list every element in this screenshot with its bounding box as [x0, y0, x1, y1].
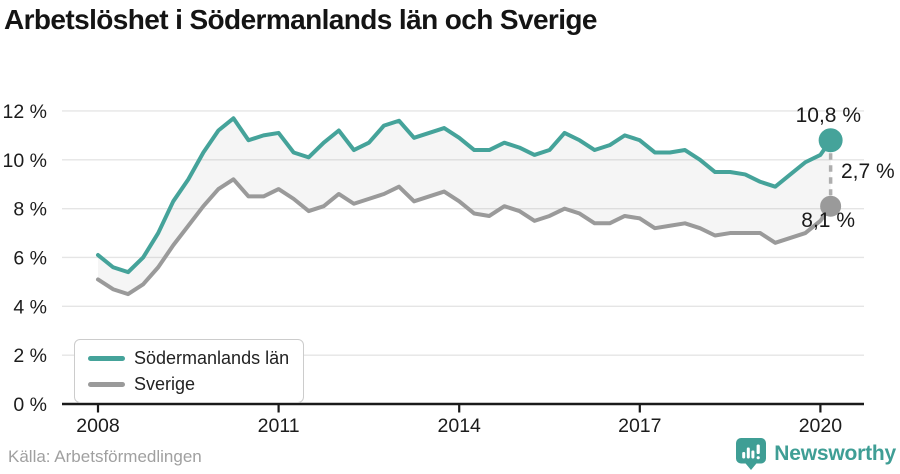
x-axis-label: 2017 — [618, 415, 661, 437]
legend-item-sodermanland: Södermanlands län — [88, 347, 289, 369]
newsworthy-brand: Newsworthy — [735, 437, 896, 471]
band-fill — [98, 118, 831, 295]
end-dot-sverige — [820, 195, 842, 217]
end-value-label-sodermanland: 10,8 % — [795, 104, 861, 127]
legend-line-swatch-teal-icon — [88, 355, 125, 361]
source-caption: Källa: Arbetsförmedlingen — [8, 447, 202, 466]
legend: Södermanlands län Sverige — [74, 339, 305, 403]
newsworthy-logo-icon — [736, 438, 767, 470]
x-axis-label: 2011 — [258, 415, 300, 437]
y-axis-label: 8 % — [13, 199, 47, 221]
series-line-sverige — [96, 177, 833, 297]
y-axis-label: 4 % — [13, 296, 47, 318]
series-line-sodermanland — [96, 116, 833, 275]
y-axis-label: 2 % — [13, 345, 47, 367]
legend-item-sverige: Sverige — [88, 373, 289, 395]
x-axis-label: 2020 — [799, 415, 843, 437]
y-axis-label: 0 % — [13, 394, 47, 416]
y-axis-label: 10 % — [3, 150, 47, 172]
chart-title: Arbetslöshet i Södermanlands län och Sve… — [4, 4, 597, 35]
end-dot-sodermanland — [818, 128, 843, 153]
gap-value-label: 2,7 % — [841, 160, 895, 183]
legend-line-swatch-gray-icon — [88, 381, 125, 387]
legend-label-sodermanland: Södermanlands län — [134, 347, 290, 368]
x-axis-label: 2014 — [438, 415, 482, 437]
end-value-label-sverige: 8,1 % — [801, 209, 855, 232]
y-axis-label: 12 % — [3, 101, 47, 123]
legend-label-sverige: Sverige — [134, 373, 196, 394]
newsworthy-wordmark: Newsworthy — [774, 442, 896, 465]
x-axis-label: 2008 — [76, 415, 119, 437]
y-axis-label: 6 % — [13, 247, 47, 269]
